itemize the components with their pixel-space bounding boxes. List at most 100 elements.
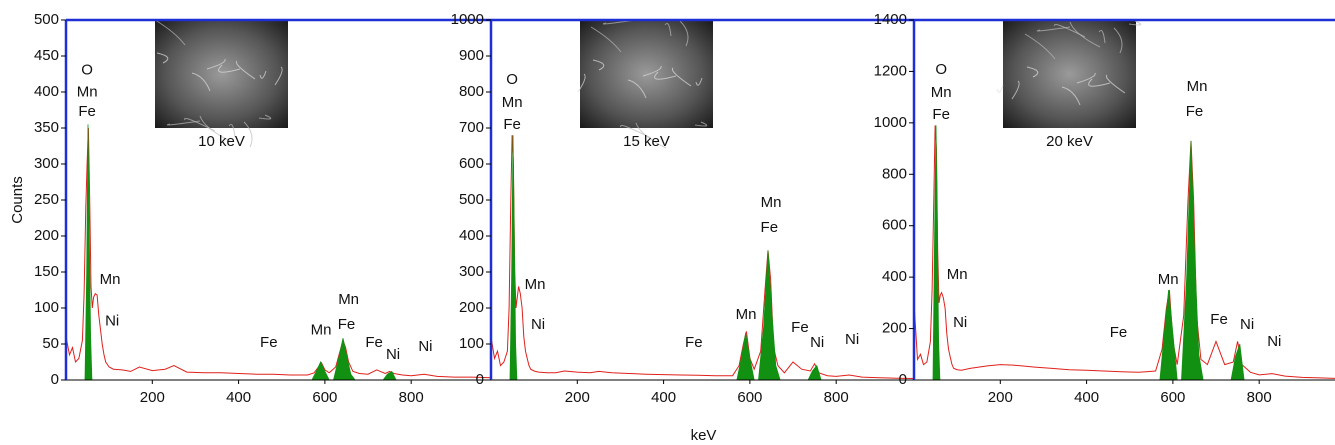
peak-label: Mn (338, 291, 359, 308)
inset-image (580, 20, 713, 128)
y-tick-label: 250 (34, 191, 59, 208)
peak-label: Mn (1187, 78, 1208, 95)
y-tick-label: 400 (459, 227, 484, 244)
inset-texture (654, 71, 677, 80)
inset-texture (1113, 27, 1123, 54)
peak-label: Ni (1240, 316, 1254, 333)
y-tick-label: 50 (42, 335, 59, 352)
plot-area (491, 135, 914, 381)
panel: 20 keV 0 200 400 600 800 1000 1200 1400 200 400 600… (874, 11, 1335, 406)
inset-texture (228, 123, 236, 138)
y-tick-label: 300 (34, 155, 59, 172)
peak-label: Fe (685, 334, 703, 351)
inset-texture (199, 115, 231, 142)
peak-area (382, 370, 397, 381)
x-tick-label: 400 (1074, 389, 1099, 406)
x-tick-label: 600 (1160, 389, 1185, 406)
peak-label: Mn (736, 306, 757, 323)
y-tick-label: 450 (34, 47, 59, 64)
peak-label: Fe (503, 116, 521, 133)
peak-area (1159, 289, 1178, 381)
peak-label: O (935, 61, 947, 78)
inset-texture (592, 59, 605, 71)
y-tick-label: 0 (476, 371, 484, 388)
peak-label: Fe (932, 106, 950, 123)
inset-texture (1105, 74, 1126, 94)
spectrum-line (66, 127, 491, 379)
peak-label: Fe (260, 334, 278, 351)
inset-texture (577, 73, 586, 93)
y-tick-label: 900 (459, 47, 484, 64)
y-tick-label: 400 (882, 268, 907, 285)
y-tick-label: 1400 (874, 11, 907, 28)
inset-texture (671, 67, 692, 87)
y-tick-label: 600 (459, 155, 484, 172)
inset-texture (627, 79, 647, 99)
inset-texture (1036, 26, 1071, 32)
inset-image (155, 20, 288, 128)
peak-label: Fe (791, 319, 809, 336)
y-tick-label: 200 (459, 299, 484, 316)
inset-texture (679, 20, 689, 47)
x-axis-title: keV (691, 427, 717, 444)
inset-texture (259, 70, 267, 79)
peak-label: Ni (1267, 333, 1281, 350)
inset-texture (235, 60, 256, 80)
inset-texture (635, 122, 667, 149)
inset-texture (1076, 72, 1096, 84)
peak-label: Ni (845, 331, 859, 348)
inset-texture (664, 22, 672, 37)
y-tick-label: 150 (34, 263, 59, 280)
x-tick-label: 400 (226, 389, 251, 406)
peak-area (807, 364, 822, 381)
inset-caption: 15 keV (623, 133, 670, 150)
peak-label: Fe (1110, 324, 1128, 341)
y-tick-label: 300 (459, 263, 484, 280)
x-tick-label: 600 (312, 389, 337, 406)
y-tick-label: 200 (34, 227, 59, 244)
peak-label: Fe (338, 316, 356, 333)
inset-texture (694, 121, 708, 127)
x-tick-label: 400 (651, 389, 676, 406)
y-tick-label: 500 (459, 191, 484, 208)
inset-texture (1098, 29, 1106, 44)
y-tick-label: 0 (899, 371, 907, 388)
plot-area (66, 124, 491, 381)
y-tick-label: 1000 (874, 114, 907, 131)
inset-texture (243, 121, 253, 148)
x-tick-label: 200 (140, 389, 165, 406)
y-tick-label: 1000 (451, 11, 484, 28)
peak-label: Ni (810, 334, 824, 351)
inset-texture (1128, 20, 1142, 26)
y-tick-label: 350 (34, 119, 59, 136)
peak-label: Fe (365, 334, 383, 351)
x-tick-label: 200 (988, 389, 1013, 406)
peak-label: Fe (1186, 103, 1204, 120)
peak-label: Ni (386, 346, 400, 363)
peak-label: Mn (947, 266, 968, 283)
y-tick-label: 800 (459, 83, 484, 100)
panel: 15 keV 0 100 200 300 400 500 600 700 800 900 1000 20… (451, 11, 914, 406)
peak-label: Mn (311, 321, 332, 338)
inset-texture (206, 58, 226, 70)
inset-texture (1026, 66, 1039, 78)
peak-label: Mn (77, 84, 98, 101)
inset-texture (218, 64, 241, 73)
y-tick-label: 100 (34, 299, 59, 316)
peak-label: Mn (100, 271, 121, 288)
inset-texture (642, 65, 662, 77)
y-tick-label: 400 (34, 83, 59, 100)
peak-label: Ni (105, 313, 119, 330)
inset-texture (274, 66, 283, 86)
peak-label: Mn (525, 276, 546, 293)
y-tick-label: 700 (459, 119, 484, 136)
peak-label: O (81, 61, 93, 78)
inset-texture (156, 52, 169, 64)
inset-texture (1011, 80, 1020, 100)
inset-texture (1024, 33, 1056, 60)
peak-label: Mn (1158, 271, 1179, 288)
inset-texture (590, 26, 622, 53)
peak-label: Ni (418, 338, 432, 355)
peak-label: Mn (761, 194, 782, 211)
inset-texture (1088, 78, 1111, 87)
